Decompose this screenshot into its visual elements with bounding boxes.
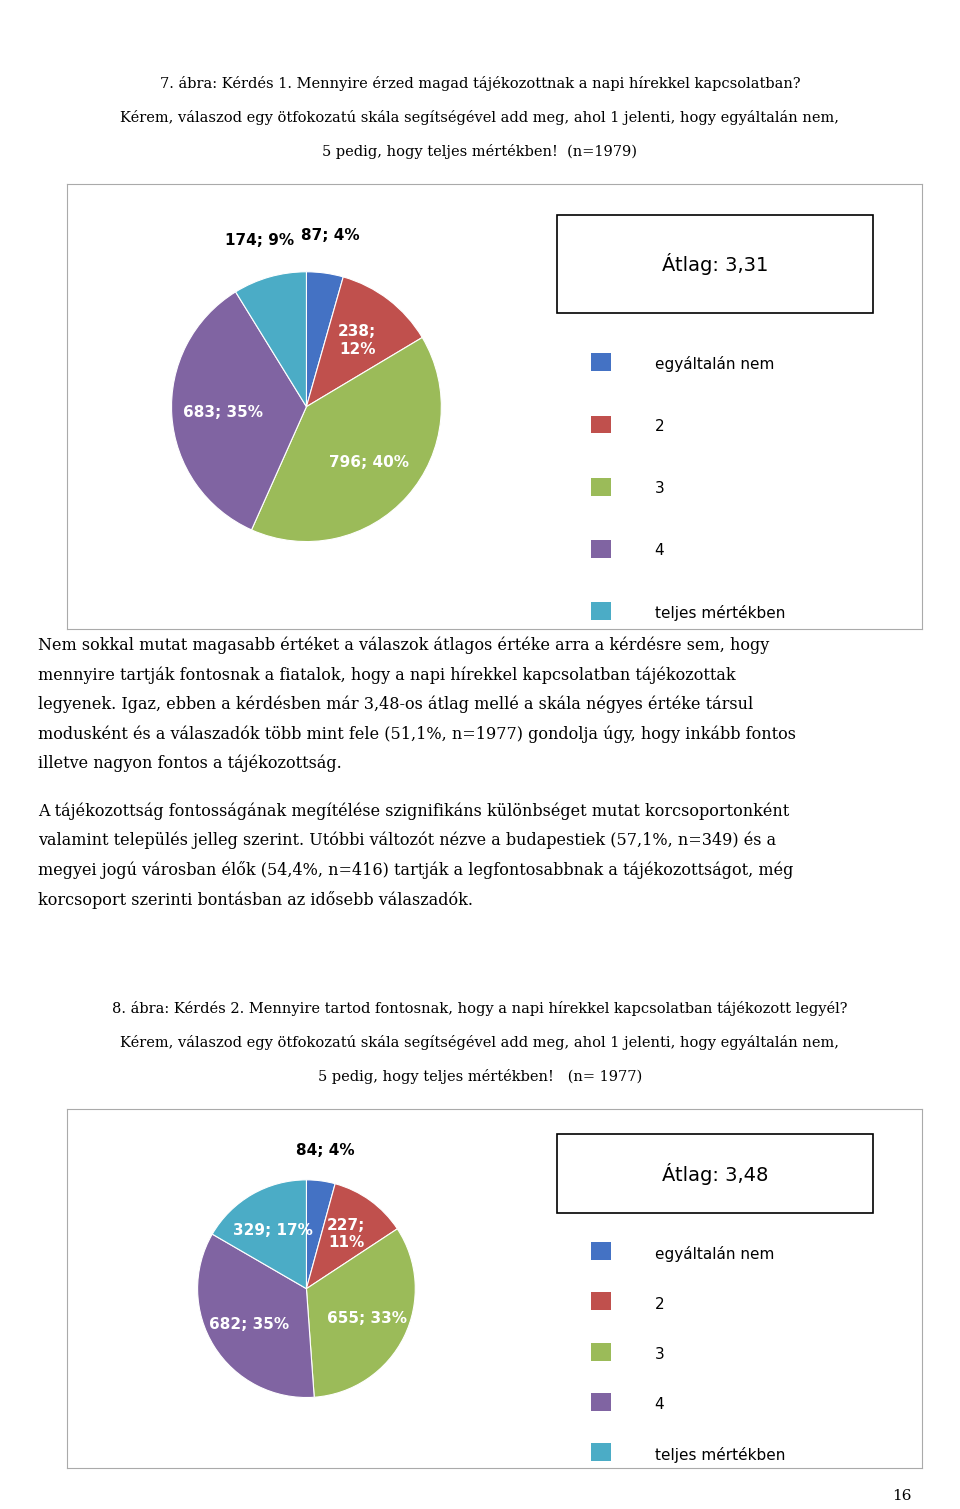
Text: teljes mértékben: teljes mértékben	[655, 1447, 785, 1464]
Text: valamint település jelleg szerint. Utóbbi változót nézve a budapestiek (57,1%, n: valamint település jelleg szerint. Utóbb…	[38, 831, 777, 850]
Text: 8. ábra: Kérdés 2. Mennyire tartod fontosnak, hogy a napi hírekkel kapcsolatban : 8. ábra: Kérdés 2. Mennyire tartod fonto…	[112, 1000, 848, 1016]
FancyBboxPatch shape	[590, 540, 612, 558]
Text: egyáltalán nem: egyáltalán nem	[655, 356, 774, 371]
Wedge shape	[306, 276, 422, 406]
FancyBboxPatch shape	[590, 415, 612, 433]
FancyBboxPatch shape	[590, 602, 612, 620]
Text: 5 pedig, hogy teljes mértékben!  (n=1979): 5 pedig, hogy teljes mértékben! (n=1979)	[323, 143, 637, 158]
Wedge shape	[172, 291, 306, 530]
Text: 87; 4%: 87; 4%	[300, 228, 360, 243]
Text: 174; 9%: 174; 9%	[225, 232, 294, 247]
Wedge shape	[306, 1180, 335, 1289]
Text: 2: 2	[655, 418, 664, 433]
FancyBboxPatch shape	[590, 478, 612, 495]
Text: 682; 35%: 682; 35%	[209, 1317, 289, 1332]
FancyBboxPatch shape	[590, 1393, 612, 1411]
Text: 683; 35%: 683; 35%	[183, 404, 263, 420]
Wedge shape	[306, 272, 344, 406]
Text: modusként és a válaszadók több mint fele (51,1%, n=1977) gondolja úgy, hogy inká: modusként és a válaszadók több mint fele…	[38, 726, 797, 742]
FancyBboxPatch shape	[557, 1135, 873, 1213]
FancyBboxPatch shape	[557, 216, 873, 314]
Wedge shape	[212, 1180, 306, 1289]
Text: Nem sokkal mutat magasabb értéket a válaszok átlagos értéke arra a kérdésre sem,: Nem sokkal mutat magasabb értéket a vála…	[38, 637, 770, 655]
Text: 3: 3	[655, 1348, 664, 1363]
Text: 4: 4	[655, 1397, 664, 1412]
Text: 796; 40%: 796; 40%	[329, 454, 409, 469]
FancyBboxPatch shape	[590, 1443, 612, 1461]
Text: Átlag: 3,48: Átlag: 3,48	[661, 1163, 768, 1185]
Text: legyenek. Igaz, ebben a kérdésben már 3,48-os átlag mellé a skála négyes értéke : legyenek. Igaz, ebben a kérdésben már 3,…	[38, 696, 754, 714]
Wedge shape	[198, 1234, 314, 1397]
FancyBboxPatch shape	[590, 353, 612, 371]
Text: 4: 4	[655, 543, 664, 558]
Text: 655; 33%: 655; 33%	[327, 1311, 407, 1326]
Text: 227;
11%: 227; 11%	[326, 1218, 365, 1251]
Text: Átlag: 3,31: Átlag: 3,31	[661, 254, 768, 275]
Text: 5 pedig, hogy teljes mértékben!   (n= 1977): 5 pedig, hogy teljes mértékben! (n= 1977…	[318, 1068, 642, 1083]
Text: 84; 4%: 84; 4%	[296, 1144, 354, 1157]
Text: 238;
12%: 238; 12%	[338, 324, 376, 356]
Text: teljes mértékben: teljes mértékben	[655, 605, 785, 622]
Wedge shape	[306, 1228, 416, 1397]
Text: Kérem, válaszod egy ötfokozatú skála segítségével add meg, ahol 1 jelenti, hogy : Kérem, válaszod egy ötfokozatú skála seg…	[121, 1035, 839, 1050]
Text: 329; 17%: 329; 17%	[233, 1222, 313, 1237]
Text: korcsoport szerinti bontásban az idősebb válaszadók.: korcsoport szerinti bontásban az idősebb…	[38, 890, 473, 908]
Text: egyáltalán nem: egyáltalán nem	[655, 1246, 774, 1262]
Wedge shape	[252, 338, 442, 542]
Text: 7. ábra: Kérdés 1. Mennyire érzed magad tájékozottnak a napi hírekkel kapcsolatb: 7. ábra: Kérdés 1. Mennyire érzed magad …	[159, 75, 801, 91]
Text: megyei jogú városban élők (54,4%, n=416) tartják a legfontosabbnak a tájékozotts: megyei jogú városban élők (54,4%, n=416)…	[38, 862, 794, 880]
Text: 3: 3	[655, 481, 664, 496]
Text: illetve nagyon fontos a tájékozottság.: illetve nagyon fontos a tájékozottság.	[38, 754, 342, 773]
Text: 16: 16	[893, 1489, 912, 1503]
FancyBboxPatch shape	[590, 1343, 612, 1361]
FancyBboxPatch shape	[590, 1292, 612, 1310]
Text: 2: 2	[655, 1296, 664, 1311]
Wedge shape	[235, 272, 306, 406]
Text: A tájékozottság fontosságának megítélése szignifikáns különbséget mutat korcsopo: A tájékozottság fontosságának megítélése…	[38, 803, 790, 819]
Text: mennyire tartják fontosnak a fiatalok, hogy a napi hírekkel kapcsolatban tájékoz: mennyire tartják fontosnak a fiatalok, h…	[38, 667, 736, 684]
Text: Kérem, válaszod egy ötfokozatú skála segítségével add meg, ahol 1 jelenti, hogy : Kérem, válaszod egy ötfokozatú skála seg…	[121, 110, 839, 125]
FancyBboxPatch shape	[590, 1242, 612, 1260]
Wedge shape	[306, 1183, 397, 1289]
